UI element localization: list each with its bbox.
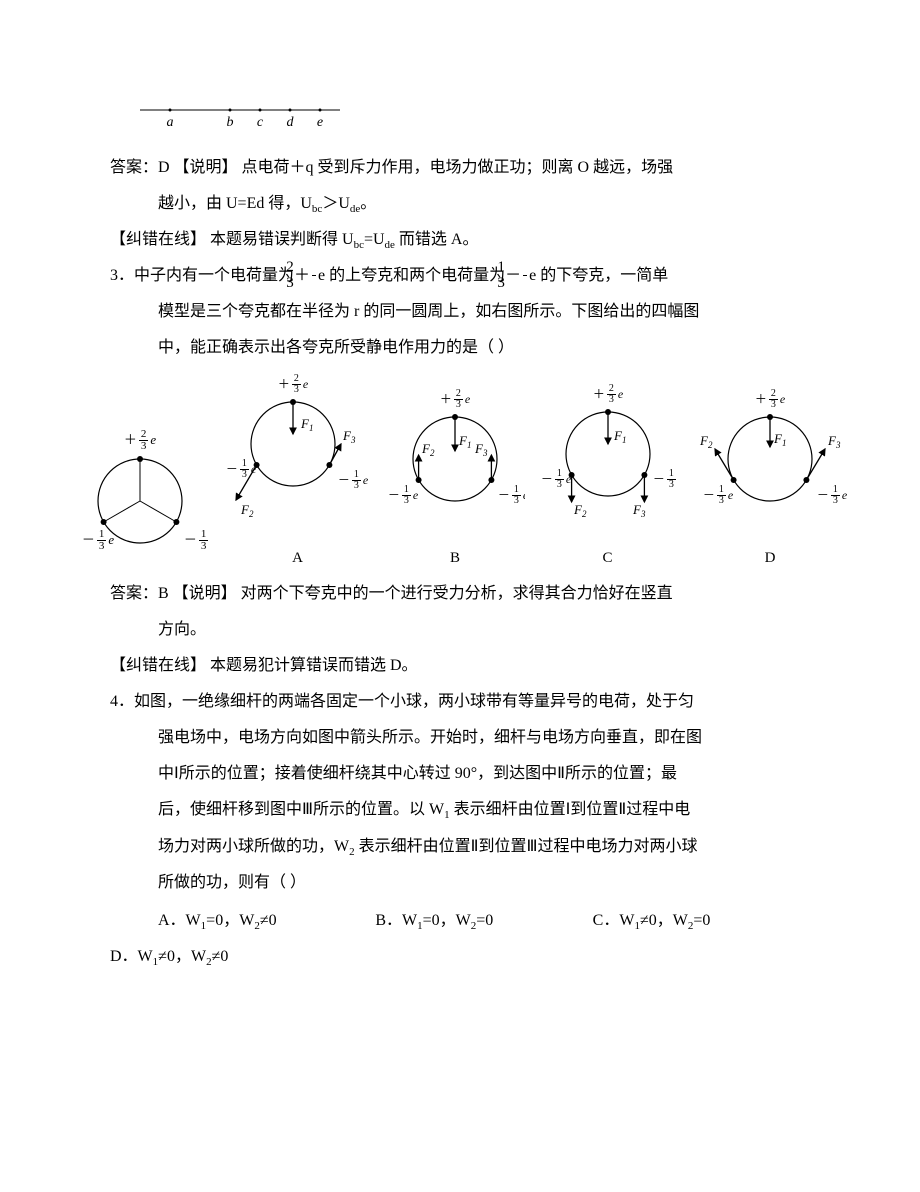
- svg-text:F3: F3: [632, 502, 646, 519]
- opt-label-c: C: [602, 543, 612, 573]
- q3-stem-line2: 模型是三个夸克都在半径为 r 的同一圆周上，如右图所示。下图给出的四幅图: [110, 296, 810, 328]
- frac-2-3: 23: [312, 260, 316, 291]
- diagram-c: F1 F2 F3 ＋23e －13e －13e C: [538, 382, 678, 574]
- q2-err: 【纠错在线】 本题易错误判断得 Ubc=Ude 而错选 A。: [110, 224, 810, 256]
- svg-text:b: b: [227, 115, 234, 130]
- svg-text:F1: F1: [300, 416, 313, 433]
- svg-text:F2: F2: [573, 502, 587, 519]
- q4-stem-line3: 中Ⅰ所示的位置；接着使细杆绕其中心转过 90°，到达图中Ⅱ所示的位置；最: [110, 758, 810, 790]
- opt-label-d: D: [765, 543, 776, 573]
- svg-text:e: e: [317, 115, 323, 130]
- q4-opt-d: D．W1≠0，W2≠0: [110, 941, 810, 973]
- opt-label-a: A: [292, 543, 303, 573]
- q4-opt-c: C．W1≠0，W2=0: [593, 905, 810, 937]
- svg-text:F3: F3: [474, 441, 488, 458]
- svg-text:F1: F1: [458, 433, 471, 450]
- svg-text:c: c: [257, 115, 264, 130]
- q3-stem-line3: 中，能正确表示出各夸克所受静电作用力的是（ ）: [110, 332, 810, 364]
- q2-answer: 答案：D 【说明】 点电荷＋q 受到斥力作用，电场力做正功；则离 O 越远，场强: [110, 152, 810, 184]
- q4-stem-line4: 后，使细杆移到图中Ⅲ所示的位置。以 W1 表示细杆由位置Ⅰ到位置Ⅱ过程中电: [110, 794, 810, 826]
- q3-diagrams: ＋23e －13e －13e F1 F2 F3 ＋23e －13e －13e A: [70, 372, 850, 574]
- q3-err: 【纠错在线】 本题易犯计算错误而错选 D。: [110, 650, 810, 682]
- svg-text:F1: F1: [613, 428, 626, 445]
- diagram-b: F1 F2 F3 ＋23e －13e －13e B: [385, 387, 525, 574]
- frac-1-3: 13: [523, 260, 527, 291]
- diagram-a: F1 F2 F3 ＋23e －13e －13e A: [223, 372, 373, 574]
- q4-stem-line5: 场力对两小球所做的功，W2 表示细杆由位置Ⅱ到位置Ⅲ过程中电场力对两小球: [110, 831, 810, 863]
- svg-text:d: d: [287, 115, 295, 130]
- sub-bc: bc: [312, 203, 322, 215]
- svg-text:F2: F2: [421, 441, 435, 458]
- q2-answer-cont: 越小，由 U=Ed 得，Ubc＞Ude。: [110, 188, 810, 220]
- q4-stem-line1: 4．如图，一绝缘细杆的两端各固定一个小球，两小球带有等量异号的电荷，处于匀: [110, 686, 810, 718]
- q4-stem-line6: 所做的功，则有（ ）: [110, 867, 810, 899]
- q3-answer: 答案：B 【说明】 对两个下夸克中的一个进行受力分析，求得其合力恰好在竖直: [110, 578, 810, 610]
- q3-stem-line1: 3．中子内有一个电荷量为＋23e 的上夸克和两个电荷量为－13e 的下夸克，一简…: [110, 260, 810, 292]
- q4-options-row: A．W1=0，W2≠0 B．W1=0，W2=0 C．W1≠0，W2=0: [110, 905, 810, 937]
- diagram-d: F1 F2 F3 ＋23e －13e －13e D: [690, 387, 850, 574]
- sub-de-2: de: [385, 239, 395, 251]
- number-line-diagram: a b c d e: [140, 100, 810, 142]
- q4-opt-a: A．W1=0，W2≠0: [158, 905, 375, 937]
- opt-label-b: B: [450, 543, 460, 573]
- q4-stem-line2: 强电场中，电场方向如图中箭头所示。开始时，细杆与电场方向垂直，即在图: [110, 722, 810, 754]
- svg-text:F2: F2: [699, 433, 713, 450]
- diagram-ref: ＋23e －13e －13e: [70, 419, 210, 574]
- q2-answer-text: 答案：D 【说明】 点电荷＋q 受到斥力作用，电场力做正功；则离 O 越远，场强: [110, 159, 673, 176]
- svg-text:F1: F1: [773, 431, 786, 448]
- sub-bc-2: bc: [354, 239, 364, 251]
- svg-text:F3: F3: [827, 433, 841, 450]
- sub-de: de: [350, 203, 360, 215]
- svg-text:F2: F2: [240, 502, 254, 519]
- q3-answer-cont: 方向。: [110, 614, 810, 646]
- svg-text:a: a: [167, 115, 174, 130]
- svg-text:F3: F3: [342, 428, 356, 445]
- q4-opt-b: B．W1=0，W2=0: [375, 905, 592, 937]
